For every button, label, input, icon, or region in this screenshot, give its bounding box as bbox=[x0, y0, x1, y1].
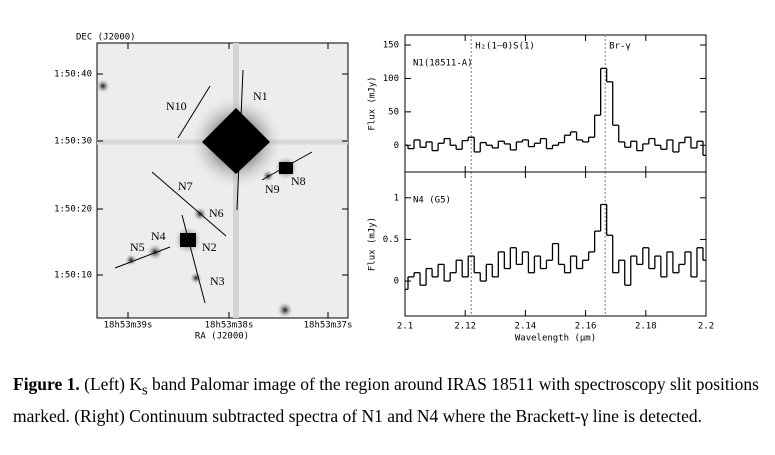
x-tick-label: 2.14 bbox=[515, 322, 537, 332]
ra-label: RA (J2000) bbox=[195, 332, 249, 342]
x-tick-label: 2.1 bbox=[397, 322, 413, 332]
sky-image bbox=[96, 42, 349, 319]
dec-tick: 1:50:30 bbox=[54, 137, 92, 147]
y-tick-label: 0 bbox=[394, 277, 399, 287]
source-label: N4 bbox=[151, 229, 166, 243]
source-label: N3 bbox=[210, 274, 225, 288]
x-tick-label: 2.18 bbox=[635, 322, 657, 332]
source-label: N5 bbox=[130, 240, 145, 254]
y-axis-label: Flux (mJy) bbox=[368, 217, 378, 271]
panel-label: N4 (G5) bbox=[413, 196, 451, 206]
y-tick-label: 150 bbox=[383, 41, 399, 51]
annotation: H₂(1–0)S(1) bbox=[475, 42, 535, 52]
source-label: N10 bbox=[166, 99, 187, 113]
ra-tick: 18h53m37s bbox=[304, 321, 353, 331]
dec-tick: 1:50:20 bbox=[54, 205, 92, 215]
plot-frame bbox=[404, 34, 707, 173]
y-axis-label: Flux (mJy) bbox=[368, 76, 378, 130]
spectra: 0 50 100 150 H₂(1–0)S(1) Br-γ N1(18511-A) Flux … bbox=[368, 34, 714, 344]
caption-text: band Palomar image of the region around … bbox=[13, 374, 759, 426]
y-tick-label: 0.5 bbox=[383, 235, 399, 245]
annotation: Br-γ bbox=[609, 42, 631, 52]
plot-frame bbox=[404, 171, 707, 317]
source-label: N1 bbox=[253, 89, 268, 103]
ra-tick: 18h53m39s bbox=[104, 321, 153, 331]
source-label: N6 bbox=[209, 206, 224, 220]
figure: DEC (J2000) RA (J2000) 1:50:40 1:50:30 1… bbox=[54, 33, 714, 344]
dec-label: DEC (J2000) bbox=[76, 33, 136, 43]
x-tick-label: 2.2 bbox=[698, 322, 714, 332]
y-tick-label: 100 bbox=[383, 74, 399, 84]
y-tick-label: 1 bbox=[394, 193, 399, 203]
y-tick-label: 50 bbox=[388, 107, 399, 117]
x-tick-label: 2.12 bbox=[454, 322, 476, 332]
source-label: N8 bbox=[291, 174, 306, 188]
dec-tick: 1:50:10 bbox=[54, 271, 92, 281]
source-label: N2 bbox=[202, 240, 217, 254]
source-label: N7 bbox=[178, 179, 193, 193]
caption: Figure 1. (Left) Ks band Palomar image o… bbox=[13, 372, 763, 429]
x-tick-label: 2.16 bbox=[575, 322, 597, 332]
dec-tick: 1:50:40 bbox=[54, 70, 92, 80]
y-tick-label: 0 bbox=[394, 141, 399, 151]
ra-tick: 18h53m38s bbox=[205, 321, 254, 331]
caption-text: (Left) K bbox=[84, 374, 142, 394]
caption-label: Figure 1. bbox=[13, 374, 80, 394]
panel-label: N1(18511-A) bbox=[413, 59, 473, 69]
x-axis-label: Wavelength (μm) bbox=[515, 334, 596, 344]
caption-subscript: s bbox=[141, 382, 148, 399]
source-label: N9 bbox=[265, 182, 280, 196]
